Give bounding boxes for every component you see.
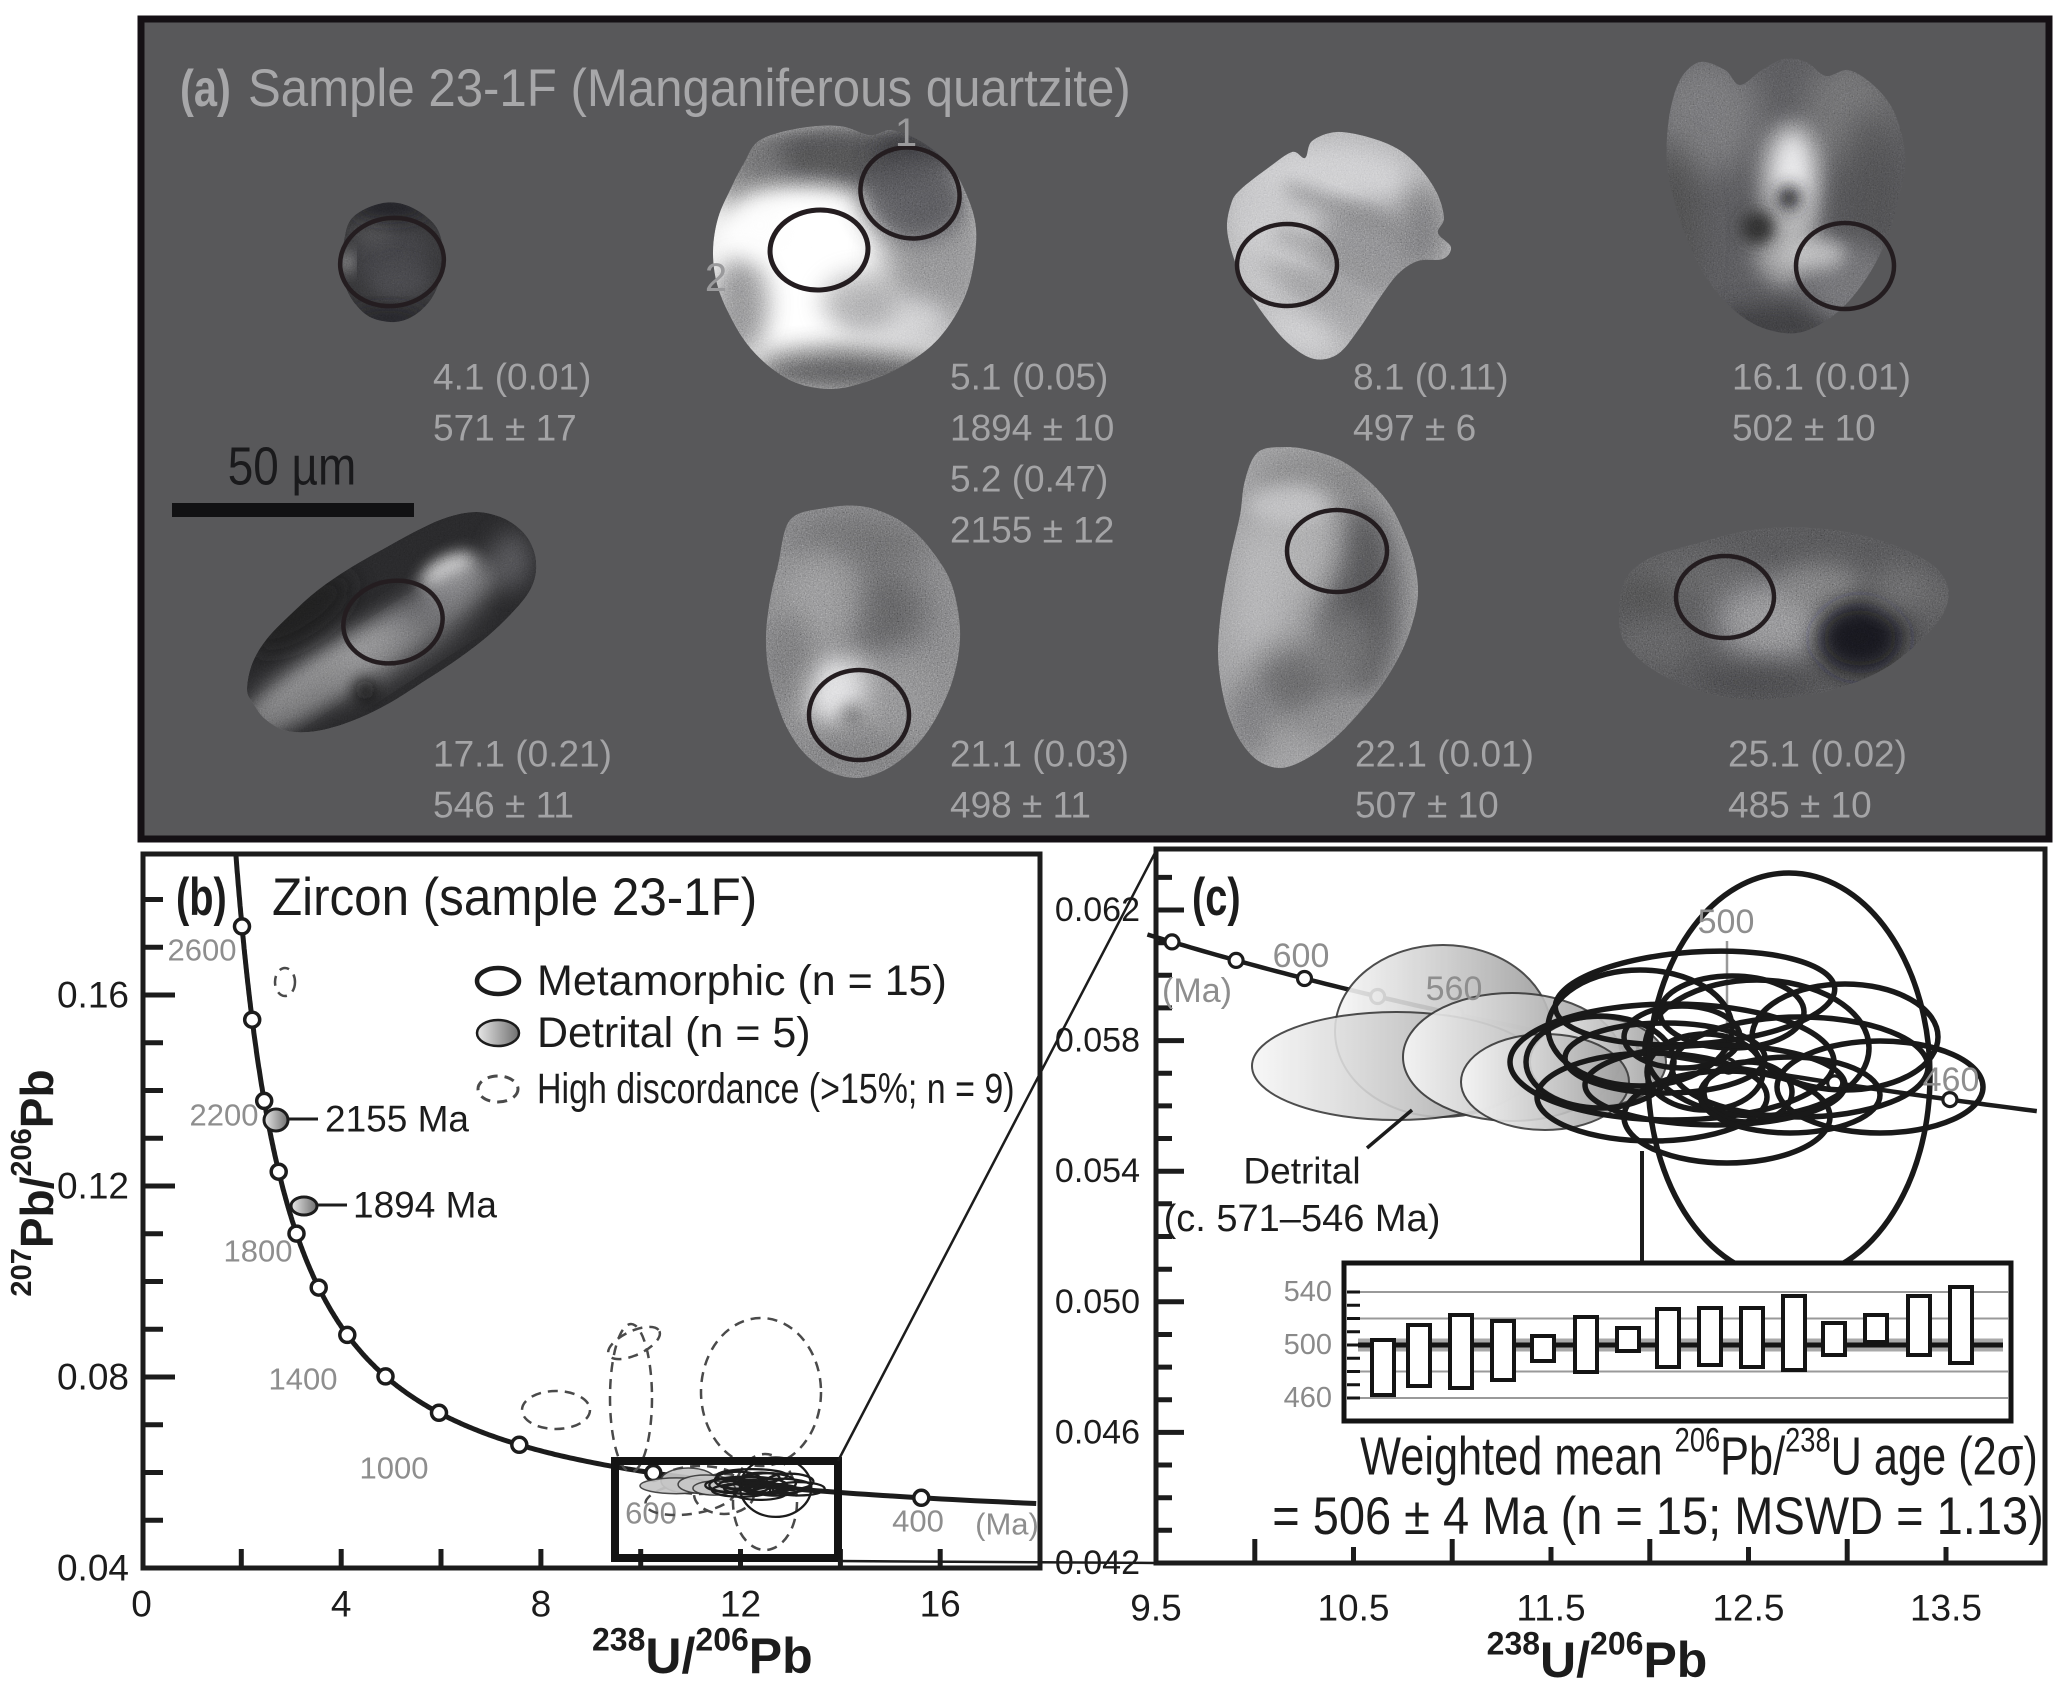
svg-text:560: 560 <box>1426 970 1483 1008</box>
svg-text:11.5: 11.5 <box>1516 1588 1585 1629</box>
svg-text:546 ± 11: 546 ± 11 <box>433 785 574 826</box>
svg-text:Detrital: Detrital <box>1243 1151 1360 1192</box>
svg-text:High discordance (>15%; n = 9): High discordance (>15%; n = 9) <box>537 1065 1015 1113</box>
svg-text:(c. 571–546 Ma): (c. 571–546 Ma) <box>1164 1198 1441 1240</box>
svg-text:4.1 (0.01): 4.1 (0.01) <box>433 357 591 398</box>
svg-text:500: 500 <box>1698 903 1755 941</box>
svg-text:1894 Ma: 1894 Ma <box>353 1185 497 1226</box>
svg-text:2: 2 <box>705 256 727 300</box>
svg-text:12.5: 12.5 <box>1712 1588 1784 1629</box>
svg-text:2600: 2600 <box>168 933 237 968</box>
svg-text:485 ± 10: 485 ± 10 <box>1728 785 1872 826</box>
svg-text:0.08: 0.08 <box>57 1357 129 1398</box>
svg-text:Detrital (n = 5): Detrital (n = 5) <box>537 1009 811 1057</box>
svg-text:238U/206Pb: 238U/206Pb <box>1487 1626 1708 1689</box>
svg-text:1000: 1000 <box>360 1451 429 1486</box>
svg-text:Zircon (sample 23-1F): Zircon (sample 23-1F) <box>272 868 757 927</box>
svg-text:9.5: 9.5 <box>1130 1588 1181 1629</box>
svg-text:600: 600 <box>1273 937 1330 975</box>
svg-text:(Ma): (Ma) <box>975 1507 1039 1542</box>
svg-text:0.042: 0.042 <box>1055 1544 1140 1582</box>
svg-text:8.1 (0.11): 8.1 (0.11) <box>1353 357 1509 398</box>
svg-text:1400: 1400 <box>269 1362 338 1397</box>
svg-text:498 ± 11: 498 ± 11 <box>950 785 1091 826</box>
svg-text:507 ± 10: 507 ± 10 <box>1355 785 1499 826</box>
svg-text:0: 0 <box>131 1584 152 1625</box>
svg-text:497 ± 6: 497 ± 6 <box>1353 408 1476 449</box>
svg-text:10.5: 10.5 <box>1317 1588 1389 1629</box>
svg-text:0.062: 0.062 <box>1055 891 1140 929</box>
svg-text:600: 600 <box>625 1496 677 1531</box>
svg-text:0.058: 0.058 <box>1055 1022 1140 1060</box>
svg-text:2155 Ma: 2155 Ma <box>325 1099 469 1140</box>
svg-text:22.1 (0.01): 22.1 (0.01) <box>1355 734 1534 775</box>
svg-text:0.12: 0.12 <box>57 1166 129 1207</box>
svg-text:Weighted mean 206Pb/238U age (: Weighted mean 206Pb/238U age (2σ) <box>1360 1420 2038 1487</box>
svg-text:25.1 (0.02): 25.1 (0.02) <box>1728 734 1907 775</box>
svg-text:8: 8 <box>531 1584 552 1625</box>
svg-text:460: 460 <box>1284 1382 1332 1414</box>
svg-text:16.1 (0.01): 16.1 (0.01) <box>1732 357 1911 398</box>
svg-text:Sample 23-1F (Manganiferous qu: Sample 23-1F (Manganiferous quartzite) <box>248 58 1131 117</box>
svg-text:= 506 ± 4 Ma (n = 15; MSWD = 1: = 506 ± 4 Ma (n = 15; MSWD = 1.13) <box>1272 1486 2044 1545</box>
svg-text:0.16: 0.16 <box>57 975 129 1016</box>
svg-text:13.5: 13.5 <box>1910 1588 1982 1629</box>
svg-text:400: 400 <box>892 1504 944 1539</box>
svg-text:21.1 (0.03): 21.1 (0.03) <box>950 734 1129 775</box>
svg-text:0.054: 0.054 <box>1055 1152 1140 1190</box>
svg-text:(a): (a) <box>180 59 231 118</box>
svg-text:17.1 (0.21): 17.1 (0.21) <box>433 734 612 775</box>
svg-text:(Ma): (Ma) <box>1162 972 1232 1010</box>
svg-text:4: 4 <box>331 1584 352 1625</box>
svg-text:500: 500 <box>1284 1329 1332 1361</box>
svg-text:502 ± 10: 502 ± 10 <box>1732 408 1876 449</box>
svg-text:1: 1 <box>895 111 917 155</box>
svg-text:50 µm: 50 µm <box>228 436 356 496</box>
svg-text:0.04: 0.04 <box>57 1548 129 1589</box>
svg-text:1894 ± 10: 1894 ± 10 <box>950 408 1114 449</box>
svg-text:5.1 (0.05): 5.1 (0.05) <box>950 357 1108 398</box>
svg-text:16: 16 <box>920 1584 961 1625</box>
svg-text:460: 460 <box>1923 1061 1980 1099</box>
svg-text:(c): (c) <box>1192 868 1241 927</box>
svg-text:(b): (b) <box>176 868 227 927</box>
svg-text:238U/206Pb: 238U/206Pb <box>592 1622 813 1685</box>
svg-text:5.2 (0.47): 5.2 (0.47) <box>950 459 1108 500</box>
svg-text:0.046: 0.046 <box>1055 1413 1140 1451</box>
svg-text:12: 12 <box>720 1584 761 1625</box>
svg-text:540: 540 <box>1284 1276 1332 1308</box>
svg-text:0.050: 0.050 <box>1055 1283 1140 1321</box>
svg-text:1800: 1800 <box>224 1234 293 1269</box>
svg-text:207Pb/206Pb: 207Pb/206Pb <box>6 1069 63 1296</box>
svg-text:Metamorphic (n = 15): Metamorphic (n = 15) <box>537 957 947 1005</box>
svg-text:571 ± 17: 571 ± 17 <box>433 408 577 449</box>
svg-text:2155 ± 12: 2155 ± 12 <box>950 510 1114 551</box>
svg-text:2200: 2200 <box>190 1098 259 1133</box>
